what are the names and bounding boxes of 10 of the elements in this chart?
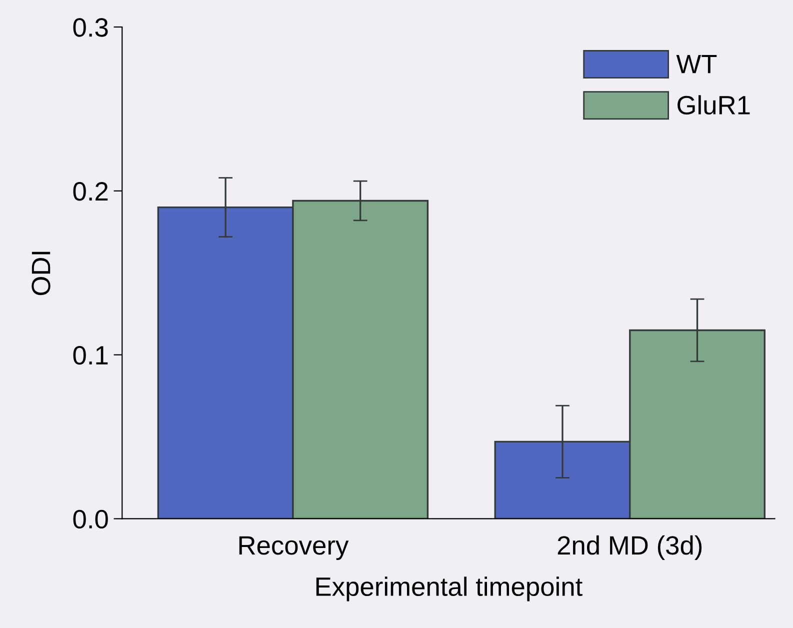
x-tick-label: Recovery xyxy=(239,536,349,560)
x-axis-title: Experimental timepoint xyxy=(316,576,582,602)
y-axis-title: ODI xyxy=(32,252,50,296)
y-tick-label: 0.1 xyxy=(73,346,108,365)
y-tick-label: 0.0 xyxy=(73,510,108,529)
y-tick-label: 0.3 xyxy=(73,18,108,37)
x-tick-label: 2nd MD (3d) xyxy=(558,535,702,560)
legend-label: WT xyxy=(676,55,717,74)
y-tick-label: 0.2 xyxy=(73,182,108,201)
legend-label: GluR1 xyxy=(678,95,750,115)
